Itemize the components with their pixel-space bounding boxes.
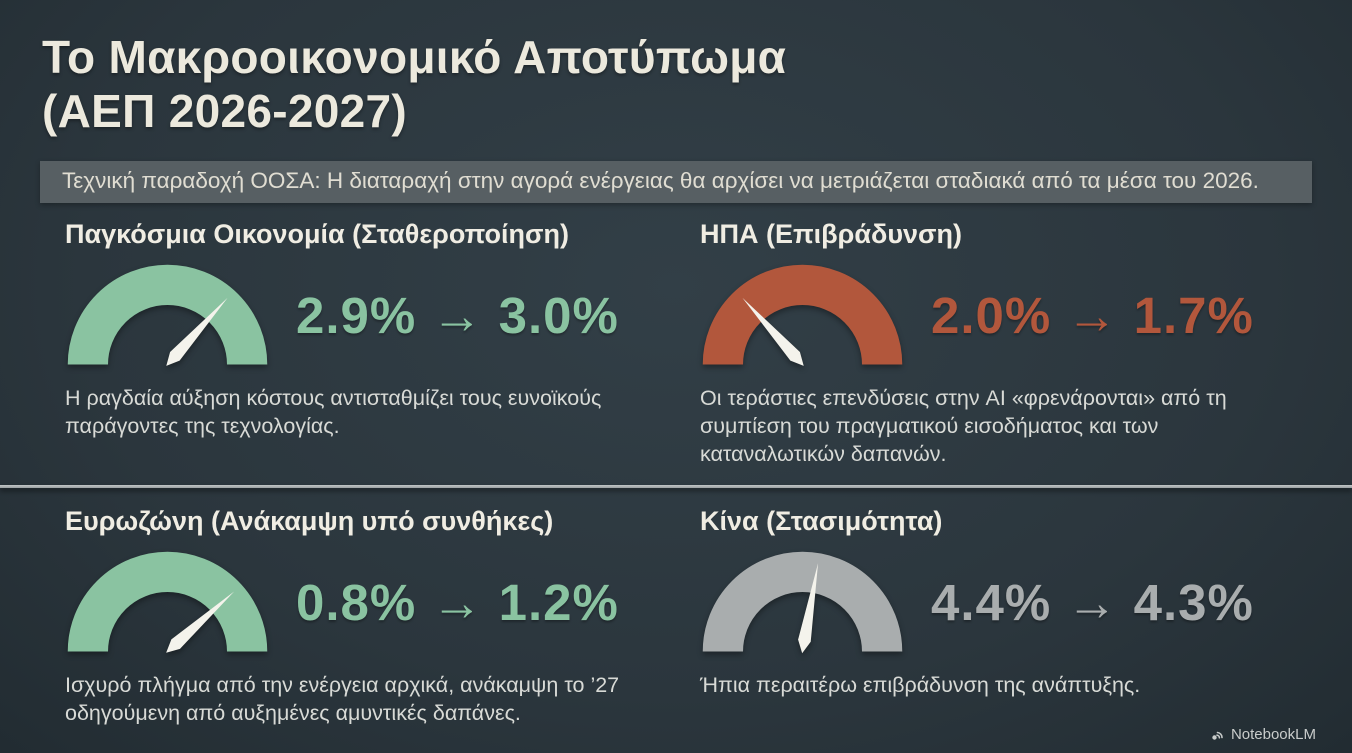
panel-global-economy: Παγκόσμια Οικονομία (Σταθεροποίηση) 2.9%… — [40, 203, 675, 475]
panel-china: Κίνα (Στασιμότητα) 4.4% → 4.3% Ήπια περα… — [675, 490, 1312, 734]
panel-china-description: Ήπια περαιτέρω επιβράδυνση της ανάπτυξης… — [700, 672, 1141, 697]
page-title-line1: Το Μακροοικονομικό Αποτύπωμα — [42, 31, 787, 83]
gauge-chart-eurozone — [67, 551, 268, 653]
value-text-china: 4.4% → 4.3% — [931, 574, 1254, 632]
panel-eurozone: Ευρωζώνη (Ανάκαμψη υπό συνθήκες) 0.8% → … — [40, 490, 675, 734]
panel-usa-heading: ΗΠΑ (Επιβράδυνση) — [700, 218, 963, 249]
gauge-row-global: 2.9% → 3.0% — [65, 262, 675, 370]
notebooklm-label: NotebookLM — [1230, 726, 1316, 743]
panel-china-heading: Κίνα (Στασιμότητα) — [700, 505, 943, 536]
gauge-needle — [798, 562, 819, 653]
page-title: Το Μακροοικονομικό Αποτύπωμα (ΑΕΠ 2026-2… — [42, 30, 1352, 139]
panel-usa-description: Οι τεράστιες επενδύσεις στην AI «φρενάρο… — [700, 385, 1227, 467]
gauge-chart-global — [67, 264, 268, 366]
value-text-global: 2.9% → 3.0% — [296, 287, 619, 345]
panel-global-heading: Παγκόσμια Οικονομία (Σταθεροποίηση) — [65, 218, 569, 249]
gauge-chart-china — [702, 551, 903, 653]
panel-global-description: Η ραγδαία αύξηση κόστους αντισταθμίζει τ… — [65, 385, 602, 438]
assumption-banner: Τεχνική παραδοχή ΟΟΣΑ: Η διαταραχή στην … — [40, 160, 1312, 203]
gauge-row-usa: 2.0% → 1.7% — [700, 262, 1312, 370]
bottom-row: Ευρωζώνη (Ανάκαμψη υπό συνθήκες) 0.8% → … — [0, 490, 1352, 734]
value-text-usa: 2.0% → 1.7% — [931, 287, 1254, 345]
gauge-needle — [742, 297, 804, 366]
gauge-needle — [166, 297, 228, 366]
panel-eurozone-description: Ισχυρό πλήγμα από την ενέργεια αρχικά, α… — [65, 672, 620, 726]
page-title-line2: (ΑΕΠ 2026-2027) — [42, 85, 408, 138]
panel-eurozone-heading: Ευρωζώνη (Ανάκαμψη υπό συνθήκες) — [65, 505, 554, 536]
gauge-row-china: 4.4% → 4.3% — [700, 549, 1312, 657]
horizontal-divider — [0, 484, 1352, 488]
top-row: Παγκόσμια Οικονομία (Σταθεροποίηση) 2.9%… — [0, 203, 1352, 475]
notebooklm-watermark: NotebookLM — [1209, 726, 1316, 743]
gauge-chart-usa — [702, 264, 903, 366]
value-text-eurozone: 0.8% → 1.2% — [296, 574, 619, 632]
gauge-needle — [166, 591, 235, 653]
panel-usa: ΗΠΑ (Επιβράδυνση) 2.0% → 1.7% Οι τεράστι… — [675, 203, 1312, 475]
notebooklm-icon — [1212, 731, 1223, 740]
gauge-row-eurozone: 0.8% → 1.2% — [65, 549, 675, 657]
